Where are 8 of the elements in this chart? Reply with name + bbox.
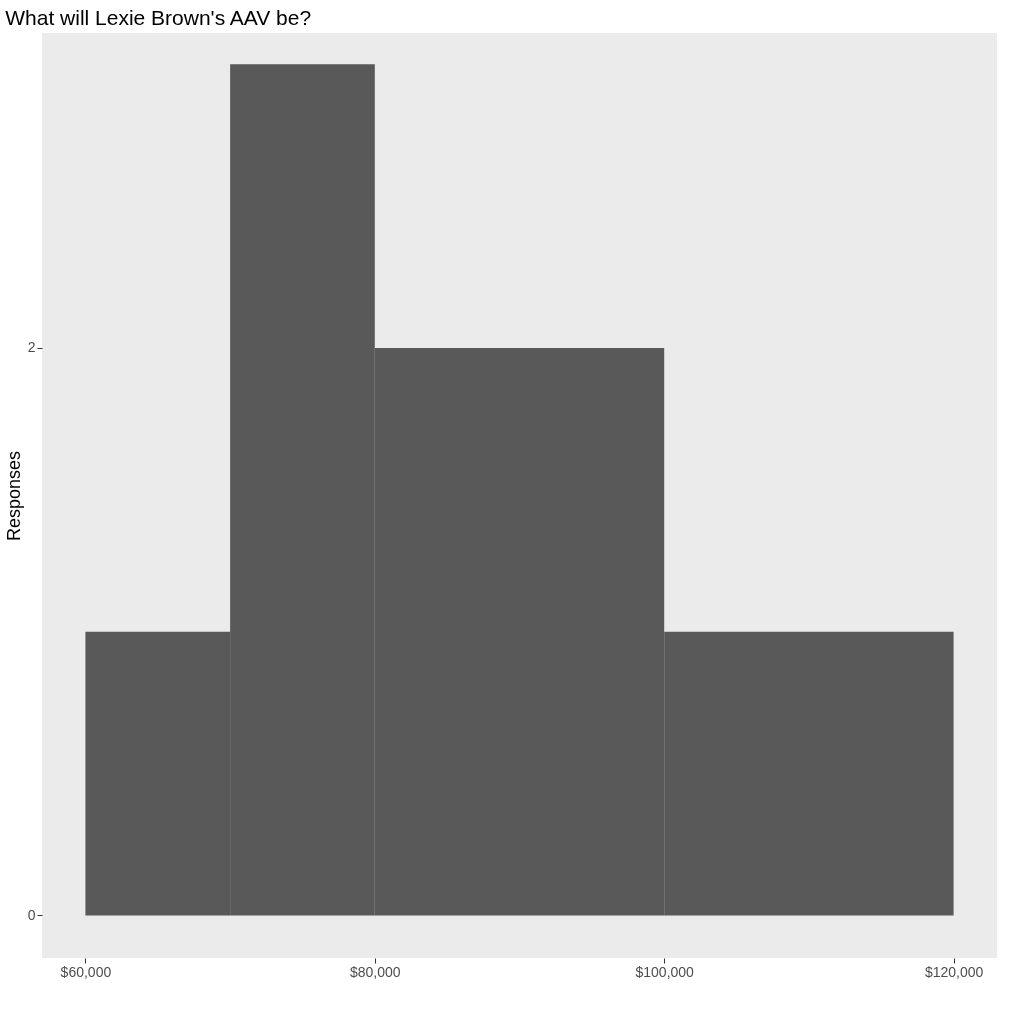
y-tick-label: 2 — [27, 339, 36, 356]
x-tick-label: $120,000 — [924, 963, 984, 980]
x-tick-label: $80,000 — [350, 963, 401, 980]
x-tick-label: $100,000 — [635, 963, 695, 980]
chart-title: What will Lexie Brown's AAV be? — [5, 6, 312, 29]
y-axis-title: Responses — [3, 450, 24, 542]
x-tick-label: $60,000 — [60, 963, 112, 980]
y-tick-label: 0 — [27, 906, 36, 923]
